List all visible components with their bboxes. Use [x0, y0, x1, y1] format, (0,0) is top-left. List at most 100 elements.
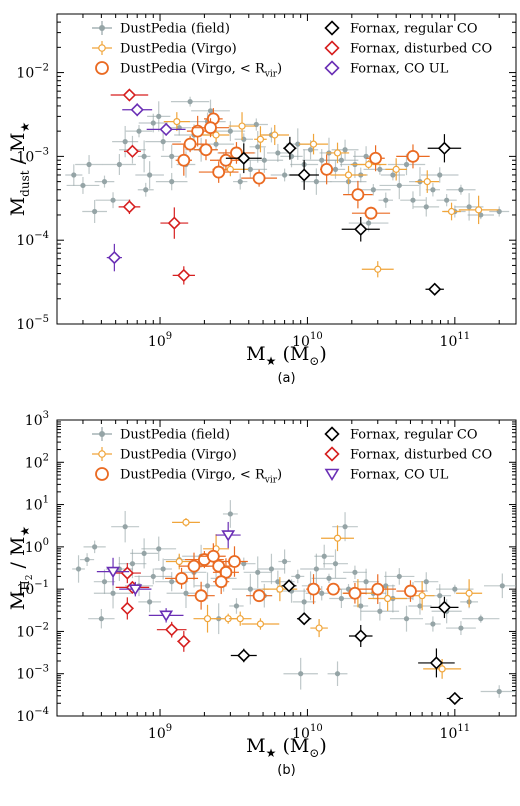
marker-dot — [204, 583, 211, 589]
marker-dot — [458, 187, 464, 193]
y-tick-label: 100 — [25, 537, 49, 556]
marker-small-circle — [333, 149, 342, 157]
data-point — [296, 612, 312, 626]
marker-dot — [496, 688, 502, 695]
data-point — [170, 96, 210, 107]
x-tick-label: 1011 — [440, 723, 471, 742]
marker-diamond — [437, 141, 452, 155]
data-point — [147, 101, 171, 132]
x-axis-title: M★ (M⊙) — [246, 735, 327, 760]
y-tick-label: 10−2 — [16, 63, 49, 82]
legend-label: Fornax, CO UL — [350, 468, 449, 483]
data-point — [75, 155, 103, 174]
marker-circle — [214, 575, 228, 589]
marker-circle — [369, 151, 382, 165]
data-point — [330, 165, 367, 185]
data-point — [458, 195, 499, 225]
data-point — [267, 143, 289, 162]
marker-dot — [255, 144, 261, 150]
data-point — [213, 569, 230, 595]
plot-frame — [56, 13, 517, 325]
marker-dot — [147, 599, 153, 605]
data-point — [430, 596, 459, 619]
marker-dot — [183, 590, 189, 596]
data-point — [300, 553, 333, 585]
series-disturbed — [110, 88, 195, 285]
legend-item-virgo: DustPedia (Virgo) — [92, 41, 237, 57]
series-regular — [225, 134, 462, 296]
marker-dot — [261, 157, 267, 163]
marker-small-circle — [256, 620, 265, 628]
data-point — [350, 160, 387, 169]
marker-dot — [365, 220, 372, 226]
data-point — [163, 112, 190, 132]
data-point — [311, 573, 347, 583]
data-point — [327, 661, 348, 686]
marker-dot — [295, 141, 301, 147]
marker-dot — [136, 128, 142, 134]
data-point — [225, 143, 262, 174]
marker-dot — [275, 579, 281, 585]
marker-small-circle — [271, 131, 279, 139]
marker-circle — [199, 143, 213, 157]
marker-diamond — [283, 141, 297, 155]
marker-dot — [247, 166, 253, 172]
chart-panel-a: 109 1010 1011 10−5 10−4 10−3 10−2 M★ (M⊙) Mdust … — [7, 13, 517, 386]
data-point — [425, 616, 441, 632]
data-point — [396, 580, 425, 602]
data-point — [165, 553, 193, 570]
data-point — [408, 597, 432, 615]
marker-circle — [187, 559, 201, 573]
data-point — [321, 525, 354, 552]
marker-dot — [110, 197, 116, 203]
data-point — [154, 558, 172, 580]
data-point — [194, 139, 218, 161]
marker-dot — [156, 113, 162, 119]
marker-dot — [160, 566, 166, 572]
marker-dot — [213, 141, 219, 147]
marker-dot — [156, 546, 162, 552]
legend-label: Fornax, CO UL — [350, 62, 449, 77]
data-point — [102, 154, 136, 175]
data-point — [106, 243, 122, 272]
y-tick-label: 10−5 — [16, 314, 49, 333]
marker-dot — [187, 99, 193, 105]
data-point — [177, 631, 191, 652]
marker-dot — [298, 671, 304, 677]
series-field — [72, 500, 516, 698]
marker-circle — [191, 124, 205, 138]
data-point — [249, 131, 266, 163]
marker-small-circle — [392, 165, 400, 173]
marker-circle — [183, 137, 197, 151]
data-point — [343, 180, 373, 209]
marker-dot — [437, 172, 443, 178]
data-point — [278, 549, 291, 574]
series-virgo — [165, 518, 483, 679]
marker-diamond — [120, 601, 134, 616]
data-point — [292, 588, 316, 616]
marker-dot — [247, 586, 253, 592]
data-point — [65, 164, 83, 186]
marker-diamond — [282, 579, 296, 593]
data-point — [260, 124, 290, 146]
data-point — [156, 621, 187, 638]
marker-circle — [175, 571, 188, 585]
data-point — [320, 154, 334, 185]
marker-dot — [160, 139, 166, 145]
marker-dot — [75, 566, 82, 572]
data-point — [228, 611, 252, 626]
data-point — [228, 112, 256, 140]
legend-item-virgo: DustPedia (Virgo) — [92, 447, 237, 463]
marker-dot — [255, 569, 261, 575]
marker-dot — [342, 147, 348, 153]
legend-item-virgo_rvir: DustPedia (Virgo, < Rvir) — [95, 61, 282, 80]
legend-item-field: DustPedia (field) — [92, 427, 230, 443]
data-point — [400, 191, 426, 210]
legend-marker — [324, 446, 340, 462]
marker-circle — [219, 153, 233, 167]
data-point — [329, 589, 354, 609]
data-point — [138, 591, 161, 613]
data-point — [283, 136, 297, 160]
legend-marker — [95, 61, 109, 75]
legend-label: DustPedia (field) — [120, 428, 230, 443]
